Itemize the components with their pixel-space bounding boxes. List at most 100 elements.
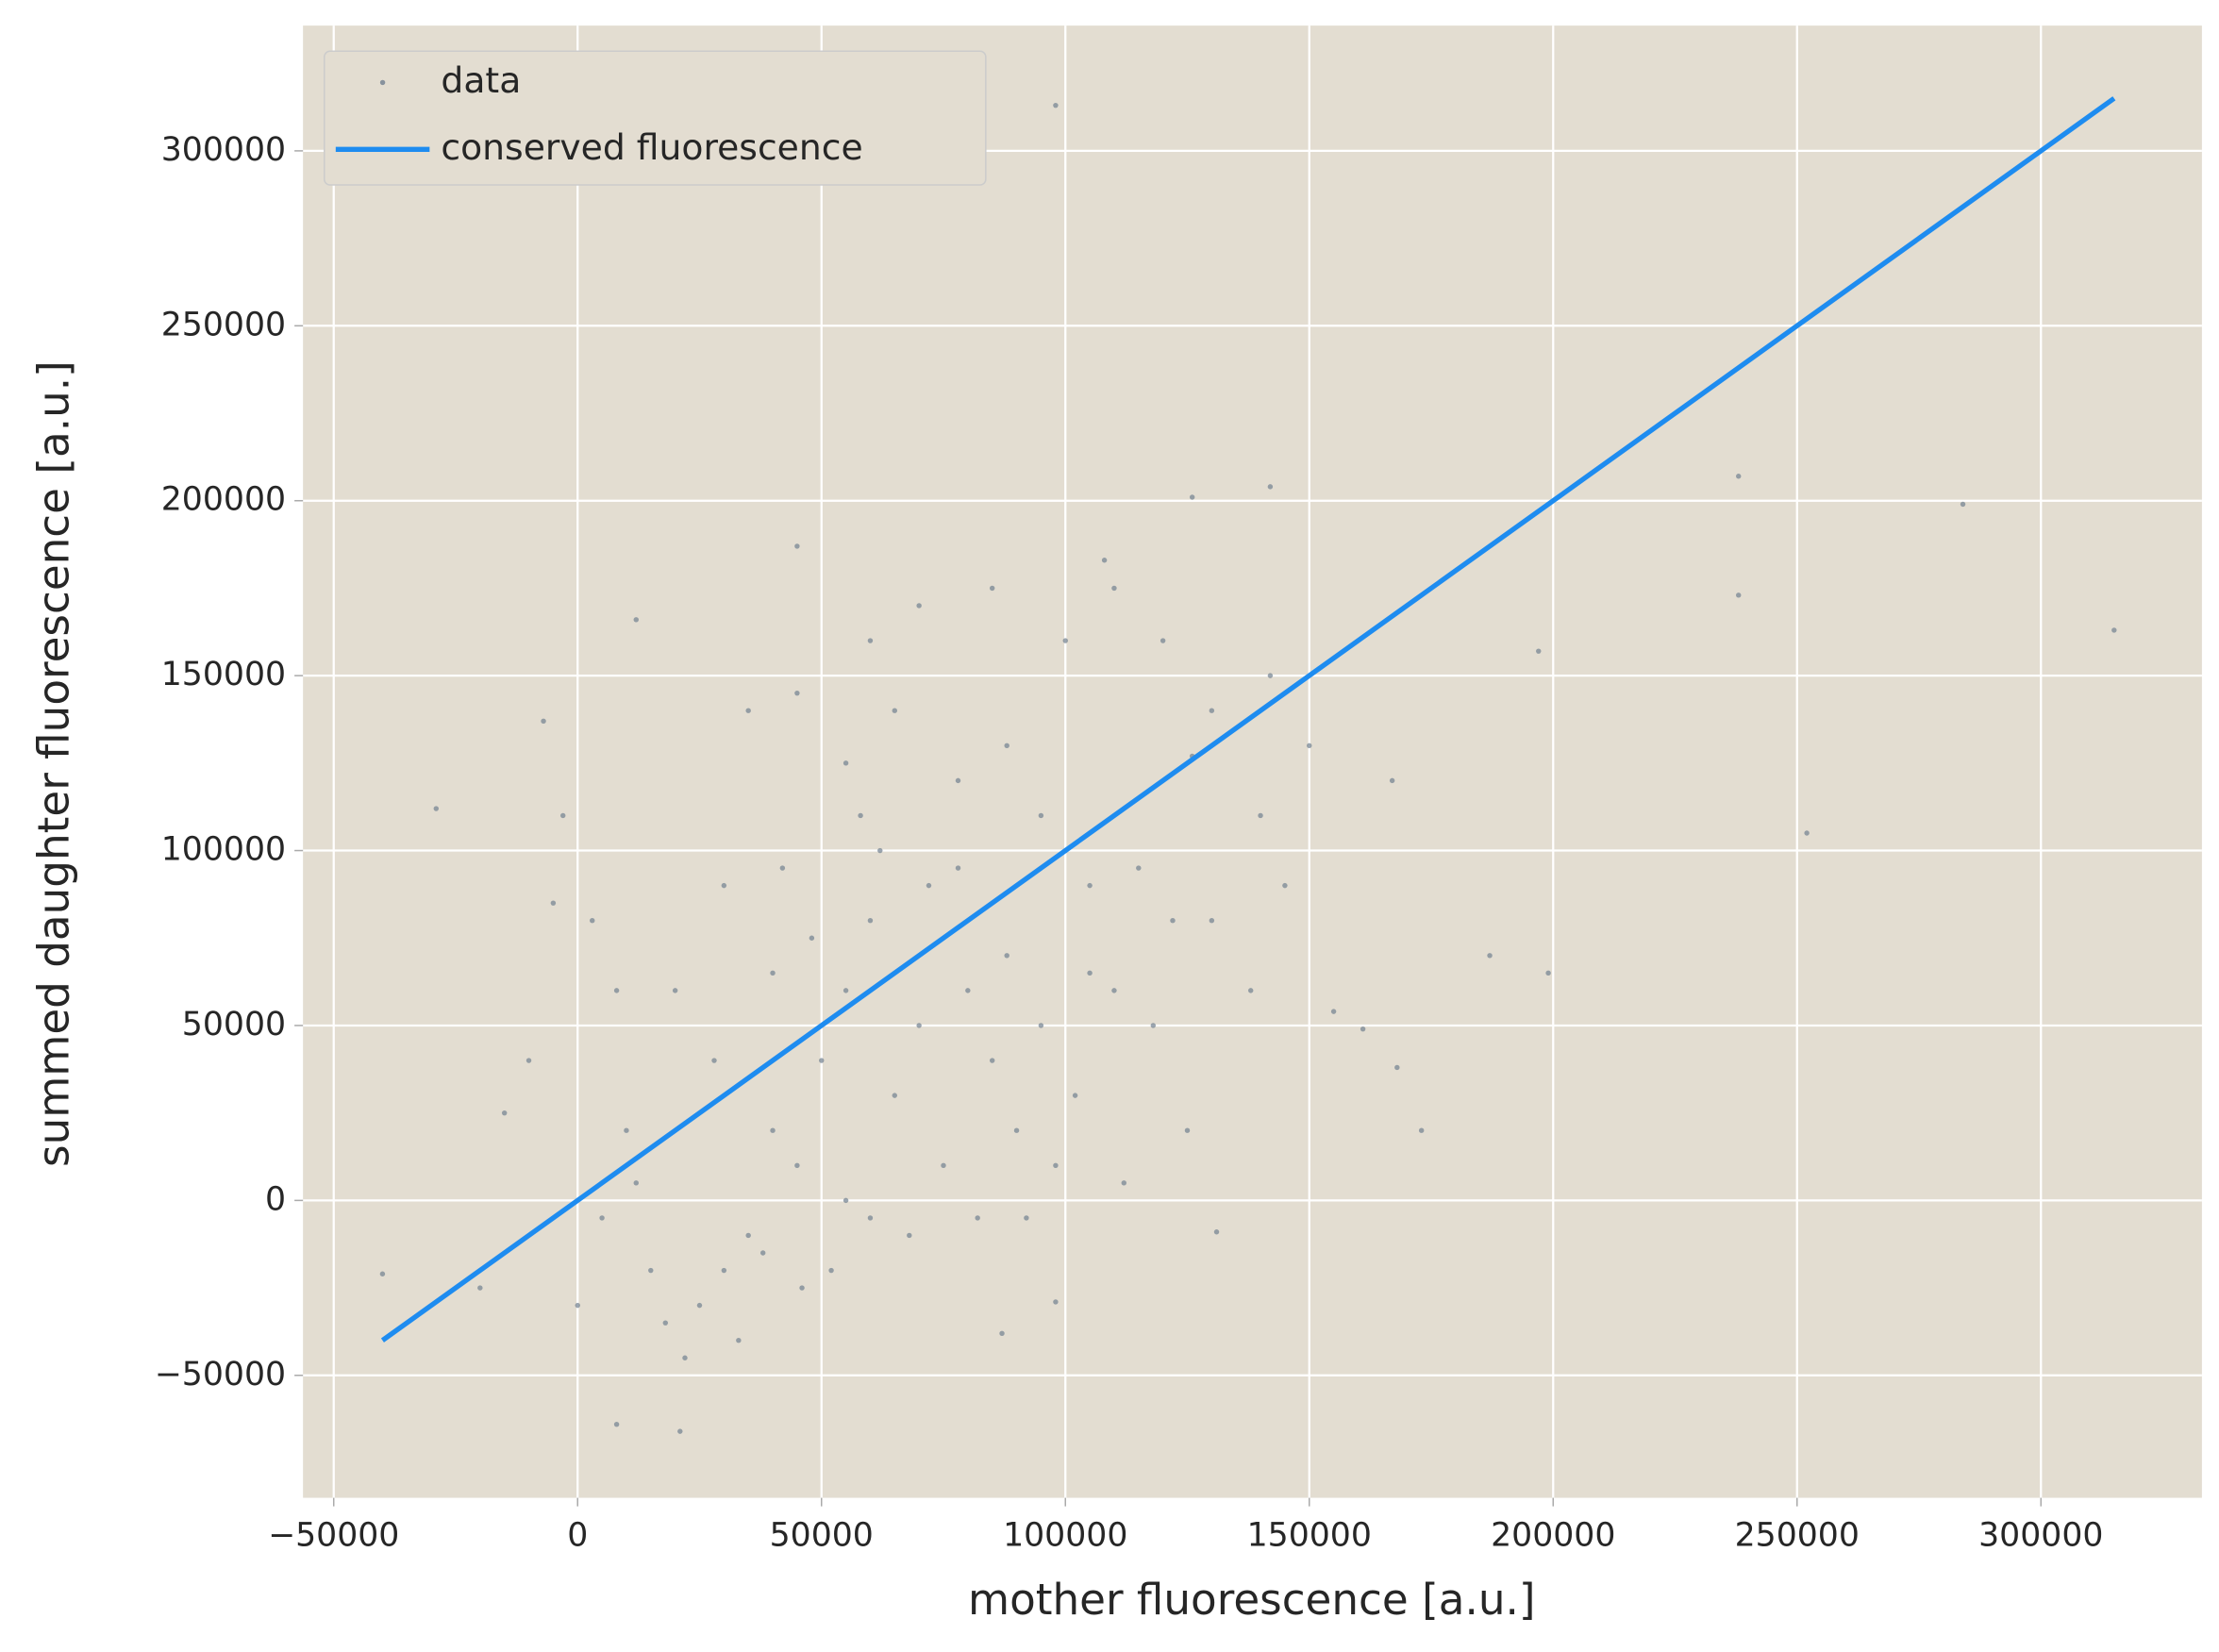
- data-point: [1170, 917, 1176, 924]
- y-tick-label: 250000: [161, 306, 286, 343]
- data-point: [1545, 970, 1551, 976]
- data-point: [779, 865, 786, 871]
- data-point: [1053, 1299, 1059, 1305]
- data-point: [926, 882, 932, 889]
- data-point: [721, 1267, 727, 1274]
- data-point: [1072, 1093, 1078, 1098]
- data-point: [501, 1110, 508, 1116]
- data-point: [745, 708, 751, 713]
- data-point: [1189, 494, 1195, 500]
- data-point: [1004, 953, 1009, 959]
- data-point: [965, 988, 971, 993]
- data-point: [1360, 1026, 1366, 1032]
- data-point: [682, 1355, 688, 1360]
- x-tick-label: 50000: [770, 1516, 874, 1554]
- data-point: [1101, 558, 1108, 563]
- data-point: [916, 603, 922, 609]
- data-point: [1394, 1064, 1400, 1071]
- x-tick-label: 0: [567, 1516, 588, 1554]
- data-point: [892, 708, 898, 713]
- data-point: [550, 900, 557, 906]
- data-point: [955, 777, 961, 784]
- data-point: [1960, 501, 1966, 508]
- data-point: [711, 1058, 717, 1063]
- data-point: [1024, 1215, 1029, 1221]
- data-point: [1307, 743, 1312, 749]
- x-axis-label: mother fluorescence [a.u.]: [968, 1575, 1535, 1625]
- x-tick-label: 300000: [1978, 1516, 2103, 1554]
- line: [380, 96, 2116, 1343]
- data-point: [907, 1232, 912, 1239]
- x-tick-label: 200000: [1491, 1516, 1615, 1554]
- data-point: [809, 935, 815, 941]
- data-point: [828, 1267, 834, 1274]
- data-point: [633, 1180, 639, 1186]
- data-point: [1087, 970, 1093, 976]
- y-tick-label: 50000: [182, 1006, 286, 1043]
- data-point: [745, 1232, 751, 1239]
- x-tick-label: 100000: [1003, 1516, 1127, 1554]
- data-point: [941, 1162, 946, 1168]
- data-point: [843, 1197, 849, 1204]
- data-point: [1330, 1009, 1337, 1014]
- x-tick-label: 250000: [1735, 1516, 1860, 1554]
- legend-swatch: [379, 79, 386, 86]
- data-point: [662, 1320, 669, 1326]
- data-point: [858, 812, 863, 819]
- data-point: [1267, 673, 1274, 678]
- y-tick-label: 200000: [161, 481, 286, 519]
- data-point: [989, 585, 995, 592]
- data-point: [877, 847, 883, 854]
- data-point: [379, 1271, 386, 1277]
- data-point: [590, 917, 595, 924]
- data-point: [867, 1215, 874, 1221]
- data-point: [1111, 988, 1117, 993]
- y-axis-label: summed daughter fluorescence [a.u.]: [28, 360, 78, 1167]
- data-point: [1282, 882, 1288, 889]
- y-tick-label: 150000: [161, 656, 286, 693]
- data-point: [799, 1285, 805, 1291]
- data-point: [1184, 1127, 1191, 1133]
- data-point: [677, 1428, 683, 1434]
- data-point: [1209, 917, 1215, 924]
- data-point: [1150, 1023, 1157, 1028]
- data-point: [999, 1330, 1005, 1336]
- data-point: [819, 1058, 825, 1063]
- data-point: [541, 718, 546, 725]
- y-tick-label: 100000: [161, 831, 286, 869]
- data-point: [672, 988, 678, 993]
- data-point: [1247, 988, 1254, 993]
- data-point: [916, 1023, 922, 1028]
- data-point: [867, 917, 874, 924]
- data-point: [794, 1162, 800, 1168]
- x-tick-label: 150000: [1247, 1516, 1372, 1554]
- data-point: [1213, 1229, 1220, 1235]
- data-point: [721, 882, 727, 889]
- data-point: [477, 1285, 483, 1291]
- data-point: [599, 1215, 605, 1221]
- data-point: [433, 806, 440, 811]
- y-tick-label: 300000: [161, 131, 286, 169]
- data-point: [759, 1250, 766, 1256]
- data-point: [1004, 743, 1009, 749]
- data-point: [736, 1337, 742, 1343]
- data-point: [843, 760, 849, 766]
- data-point: [1389, 777, 1395, 784]
- data-point: [1038, 1023, 1044, 1028]
- data-point: [575, 1302, 580, 1309]
- data-point: [1038, 812, 1044, 819]
- x-tick-label: −50000: [268, 1516, 399, 1554]
- plot-area: [303, 25, 2202, 1498]
- legend-label: data: [441, 59, 521, 101]
- y-tick-label: 0: [265, 1180, 286, 1218]
- data-point: [696, 1302, 703, 1309]
- data-point: [1111, 585, 1117, 592]
- data-point: [843, 988, 849, 993]
- data-point: [975, 1215, 980, 1221]
- data-point: [1804, 830, 1810, 836]
- data-point: [989, 1058, 995, 1063]
- data-point: [770, 970, 776, 976]
- data-point: [1160, 638, 1166, 643]
